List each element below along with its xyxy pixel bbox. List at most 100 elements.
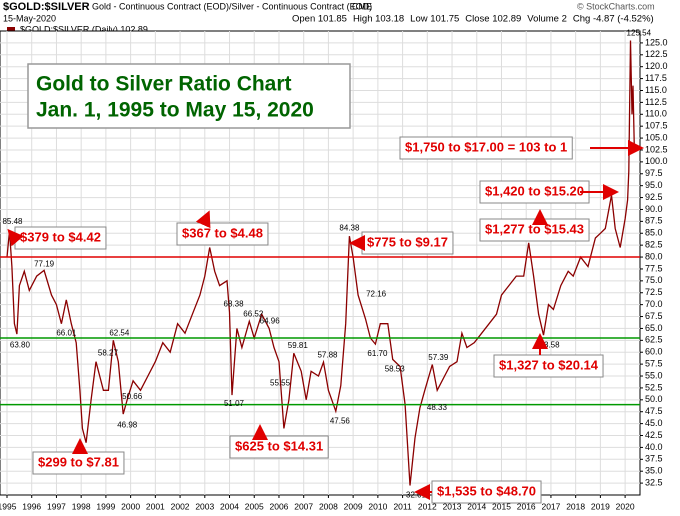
y-tick-label: 60.0 (645, 347, 663, 357)
y-tick-label: 32.5 (645, 477, 663, 487)
y-tick-label: 62.5 (645, 335, 663, 345)
point-label: 85.48 (2, 217, 23, 226)
point-label: 46.98 (117, 420, 138, 429)
y-tick-label: 65.0 (645, 323, 663, 333)
x-tick-label: 2005 (245, 501, 264, 511)
legend-entry: $GOLD:$SILVER (Daily) 102.89 (20, 24, 148, 34)
point-label: 84.38 (339, 223, 360, 232)
point-label: 62.54 (109, 328, 130, 337)
y-tick-label: 102.5 (645, 144, 668, 154)
annotation: $1,420 to $15.20 (485, 183, 584, 198)
y-tick-label: 87.5 (645, 216, 663, 226)
y-tick-label: 52.5 (645, 382, 663, 392)
x-tick-label: 2012 (418, 501, 437, 511)
x-tick-label: 1998 (72, 501, 91, 511)
x-tick-label: 2014 (467, 501, 486, 511)
x-tick-label: 2006 (270, 501, 289, 511)
annotation: $379 to $4.42 (20, 229, 101, 244)
legend-swatch (7, 27, 15, 32)
point-label: 66.01 (56, 329, 77, 338)
point-label: 51.07 (224, 399, 245, 408)
y-tick-label: 120.0 (645, 61, 668, 71)
x-tick-label: 2020 (616, 501, 635, 511)
chart-title: Jan. 1, 1995 to May 15, 2020 (36, 99, 314, 122)
x-tick-label: 2010 (368, 501, 387, 511)
point-label: 66.52 (243, 309, 264, 318)
series-line (6, 40, 635, 486)
y-tick-label: 110.0 (645, 109, 667, 119)
annotation: $299 to $7.81 (38, 454, 119, 469)
x-tick-label: 2000 (121, 501, 140, 511)
y-tick-label: 90.0 (645, 204, 663, 214)
y-tick-label: 40.0 (645, 442, 663, 452)
quote-item: Low 101.75 (410, 14, 459, 25)
y-tick-label: 55.0 (645, 370, 663, 380)
point-label: 64.96 (260, 317, 281, 326)
y-tick-label: 50.0 (645, 394, 663, 404)
x-tick-label: 2019 (591, 501, 610, 511)
annotation: $367 to $4.48 (182, 225, 263, 240)
x-tick-label: 2003 (195, 501, 214, 511)
y-tick-label: 117.5 (645, 73, 667, 83)
y-tick-label: 105.0 (645, 132, 668, 142)
symbol: $GOLD:$SILVER (3, 1, 90, 13)
y-tick-label: 115.0 (645, 85, 667, 95)
point-label: 57.88 (317, 350, 338, 359)
y-tick-label: 85.0 (645, 228, 663, 238)
annotation-box (176, 222, 269, 246)
y-tick-label: 97.5 (645, 168, 663, 178)
y-tick-label: 70.0 (645, 299, 663, 309)
point-label: 48.33 (427, 403, 448, 412)
annotation: $1,277 to $15.43 (485, 221, 584, 236)
annotation-arrow (195, 210, 211, 229)
date: 15-May-2020 (3, 13, 56, 23)
y-tick-label: 80.0 (645, 251, 663, 261)
annotation: $775 to $9.17 (367, 234, 448, 249)
quote-item: Close 102.89 (465, 14, 521, 25)
annotation-box (229, 435, 329, 459)
x-tick-label: 2004 (220, 501, 239, 511)
point-label: 58.27 (98, 349, 119, 358)
title-box (27, 63, 351, 129)
x-tick-label: 1999 (96, 501, 115, 511)
x-tick-label: 2016 (517, 501, 536, 511)
x-tick-label: 2018 (566, 501, 585, 511)
annotation: $1,750 to $17.00 = 103 to 1 (405, 139, 567, 154)
annotation-box (399, 136, 573, 160)
description: Gold - Continuous Contract (EOD)/Silver … (92, 1, 372, 11)
point-label: 58.53 (385, 364, 406, 373)
x-tick-label: 2009 (344, 501, 363, 511)
point-label: 50.66 (122, 392, 143, 401)
y-tick-label: 72.5 (645, 287, 663, 297)
point-label: 55.55 (270, 379, 291, 388)
y-tick-label: 77.5 (645, 263, 663, 273)
point-label: 63.58 (540, 340, 561, 349)
y-tick-label: 92.5 (645, 192, 663, 202)
x-tick-label: 2015 (492, 501, 511, 511)
exchange: CME (352, 1, 372, 11)
annotation: $1,327 to $20.14 (499, 357, 599, 372)
y-tick-label: 67.5 (645, 311, 663, 321)
point-label: 61.70 (367, 349, 388, 358)
point-label: 57.39 (428, 353, 449, 362)
quote-item: Chg -4.87 (-4.52%) (573, 14, 654, 25)
copyright: © StockCharts.com (577, 1, 655, 11)
y-tick-label: 57.5 (645, 359, 663, 369)
y-tick-label: 100.0 (645, 156, 668, 166)
annotation: $1,535 to $48.70 (437, 483, 536, 498)
point-label: 63.80 (10, 340, 31, 349)
y-tick-label: 95.0 (645, 180, 663, 190)
point-label: 47.56 (330, 417, 351, 426)
x-tick-label: 2013 (443, 501, 462, 511)
x-tick-label: 1995 (0, 501, 17, 511)
x-tick-label: 2007 (294, 501, 313, 511)
annotation-box (493, 354, 604, 378)
x-tick-label: 2002 (171, 501, 190, 511)
quote-item: Open 101.85 (292, 14, 347, 25)
annotation: $625 to $14.31 (235, 438, 323, 453)
x-tick-label: 2011 (393, 501, 412, 511)
x-tick-label: 2008 (319, 501, 338, 511)
y-tick-label: 82.5 (645, 240, 663, 250)
